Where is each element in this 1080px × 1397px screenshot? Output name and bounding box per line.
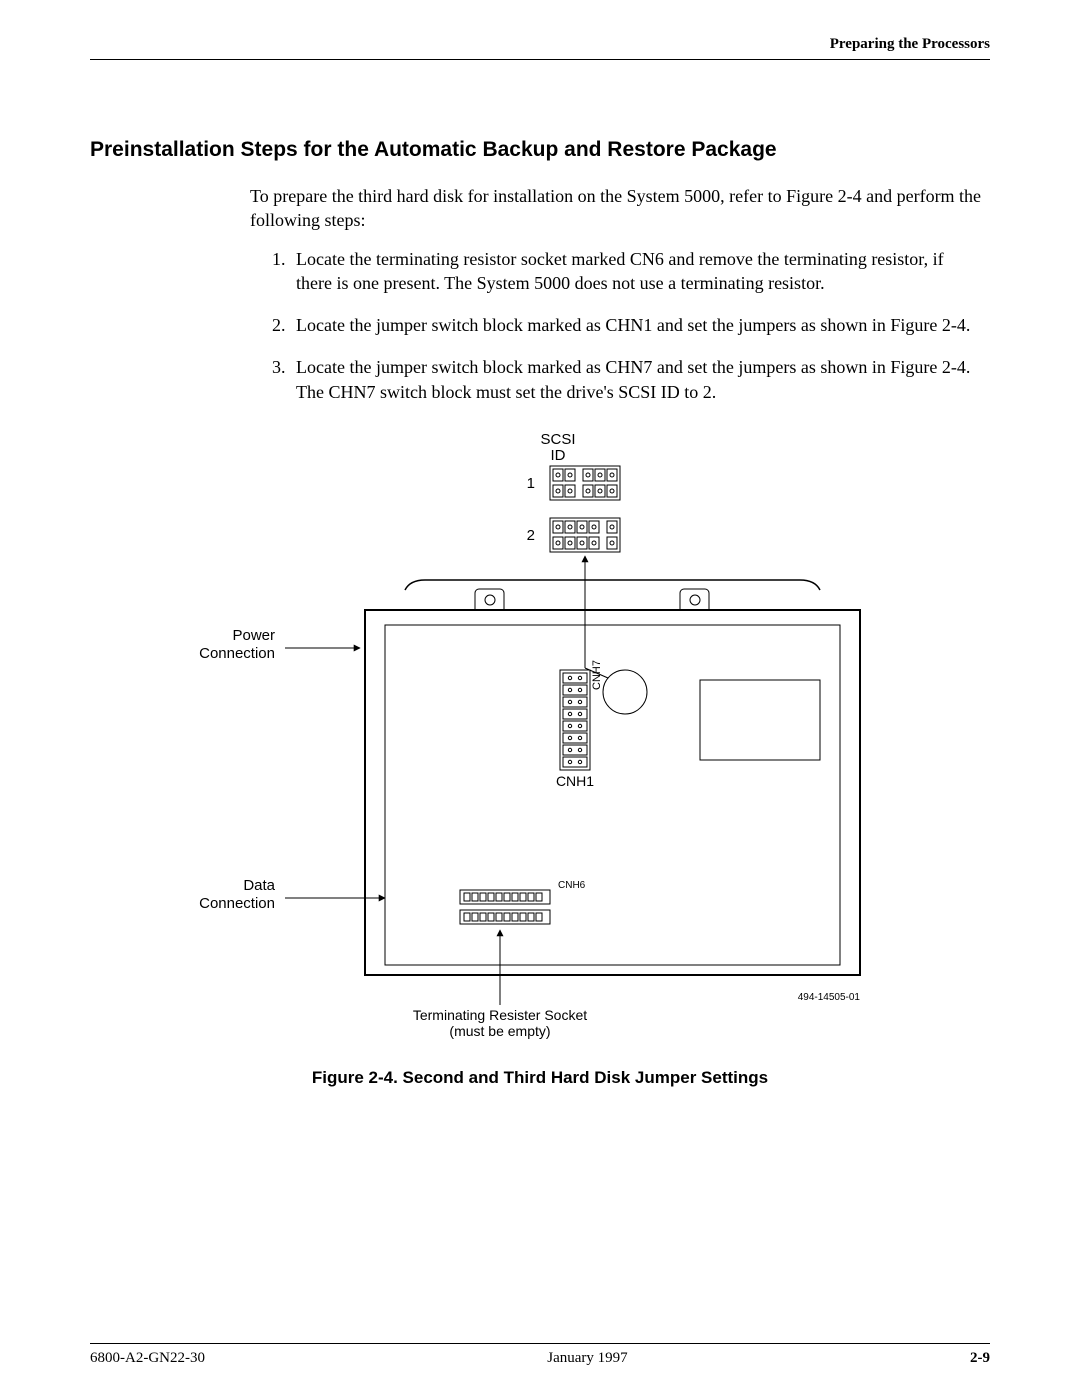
drawing-number: 494-14505-01 xyxy=(798,992,861,1003)
footer-right: 2-9 xyxy=(970,1350,990,1367)
cnh7-circle xyxy=(603,670,647,714)
step-item: Locate the terminating resistor socket m… xyxy=(290,247,990,296)
pcb-rect xyxy=(700,680,820,760)
intro-paragraph: To prepare the third hard disk for insta… xyxy=(250,184,990,233)
cnh1-block xyxy=(560,670,590,770)
header-rule xyxy=(90,59,990,60)
intro-text: To prepare the third hard disk for insta… xyxy=(250,184,990,233)
running-head: Preparing the Processors xyxy=(90,36,990,53)
cnh6-block xyxy=(460,890,550,924)
scsi2-block xyxy=(550,518,620,552)
term-label-1: Terminating Resister Socket xyxy=(413,1007,587,1023)
page-footer: 6800-A2-GN22-30 January 1997 2-9 xyxy=(90,1335,990,1367)
scsi-id-label: SCSI xyxy=(540,431,575,448)
step-item: Locate the jumper switch block marked as… xyxy=(290,355,990,404)
footer-rule xyxy=(90,1343,990,1344)
cnh6-label: CNH6 xyxy=(558,880,586,891)
scsi-id-label-2: ID xyxy=(551,447,566,464)
data-label-1: Data xyxy=(243,877,275,894)
scsi1-label: 1 xyxy=(527,475,535,492)
footer-left: 6800-A2-GN22-30 xyxy=(90,1350,205,1367)
footer-center: January 1997 xyxy=(547,1350,627,1367)
data-label-2: Connection xyxy=(199,895,275,912)
steps-list: Locate the terminating resistor socket m… xyxy=(290,247,990,404)
page: Preparing the Processors Preinstallation… xyxy=(0,0,1080,1397)
cnh1-label: CNH1 xyxy=(556,773,594,789)
figure: SCSI ID 1 2 xyxy=(90,430,990,1088)
figure-caption: Figure 2-4. Second and Third Hard Disk J… xyxy=(90,1068,990,1088)
term-label-2: (must be empty) xyxy=(449,1023,550,1039)
scsi1-block xyxy=(550,466,620,500)
drive-chassis xyxy=(365,580,860,975)
power-label-1: Power xyxy=(232,627,275,644)
power-label-2: Connection xyxy=(199,645,275,662)
scsi2-label: 2 xyxy=(527,527,535,544)
section-title: Preinstallation Steps for the Automatic … xyxy=(90,138,990,162)
diagram-svg: SCSI ID 1 2 xyxy=(160,430,920,1050)
step-item: Locate the jumper switch block marked as… xyxy=(290,313,990,337)
